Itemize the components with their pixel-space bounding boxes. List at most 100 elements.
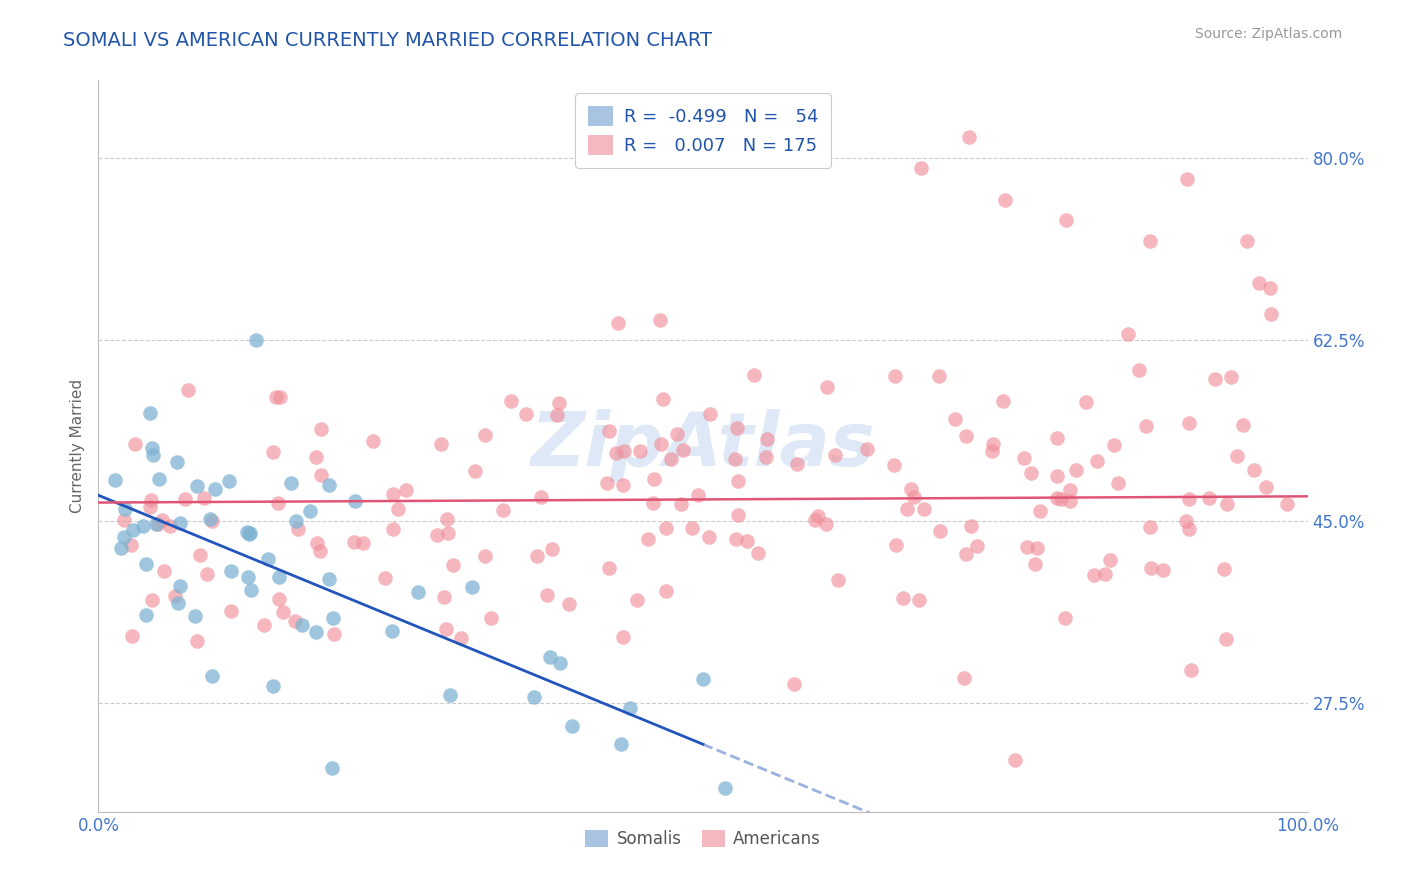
Point xyxy=(724,451,747,466)
Point xyxy=(697,530,720,544)
Point xyxy=(1004,753,1026,767)
Point xyxy=(692,672,714,686)
Point xyxy=(855,442,877,457)
Point xyxy=(201,669,224,683)
Point xyxy=(991,393,1014,408)
Text: Source: ZipAtlas.com: Source: ZipAtlas.com xyxy=(1195,27,1343,41)
Point xyxy=(928,524,950,538)
Point xyxy=(747,546,769,560)
Point xyxy=(1243,462,1265,476)
Point xyxy=(309,544,332,558)
Point xyxy=(238,527,260,541)
Point xyxy=(681,521,703,535)
Point xyxy=(219,604,242,618)
Point xyxy=(1152,563,1174,577)
Point xyxy=(827,573,849,587)
Point xyxy=(374,571,396,585)
Y-axis label: Currently Married: Currently Married xyxy=(69,379,84,513)
Point xyxy=(725,421,748,435)
Point xyxy=(1085,454,1108,468)
Point xyxy=(441,558,464,572)
Point xyxy=(807,508,830,523)
Point xyxy=(536,588,558,602)
Point xyxy=(323,627,346,641)
Point xyxy=(650,313,672,327)
Point xyxy=(612,477,634,491)
Text: SOMALI VS AMERICAN CURRENTLY MARRIED CORRELATION CHART: SOMALI VS AMERICAN CURRENTLY MARRIED COR… xyxy=(63,31,713,50)
Point xyxy=(637,532,659,546)
Point xyxy=(501,393,523,408)
Point xyxy=(193,491,215,506)
Point xyxy=(198,512,221,526)
Point xyxy=(267,591,290,606)
Point xyxy=(665,426,688,441)
Point xyxy=(1180,663,1202,677)
Point xyxy=(957,130,980,145)
Point xyxy=(612,630,634,644)
Point xyxy=(1098,553,1121,567)
Point xyxy=(318,572,340,586)
Point xyxy=(515,407,537,421)
Point xyxy=(219,564,242,578)
Point xyxy=(138,406,160,420)
Point xyxy=(605,446,627,460)
Point xyxy=(655,584,678,599)
Point xyxy=(135,557,157,571)
Point xyxy=(141,441,163,455)
Point xyxy=(186,479,208,493)
Point xyxy=(352,535,374,549)
Point xyxy=(112,513,135,527)
Point xyxy=(980,444,1002,458)
Point xyxy=(240,583,263,598)
Point xyxy=(464,465,486,479)
Point xyxy=(727,508,749,523)
Point xyxy=(166,595,188,609)
Point xyxy=(1139,520,1161,534)
Point xyxy=(159,519,181,533)
Point xyxy=(669,497,692,511)
Point xyxy=(546,408,568,422)
Point xyxy=(1232,418,1254,433)
Point xyxy=(218,475,240,489)
Point xyxy=(755,450,778,465)
Point xyxy=(381,522,404,536)
Point xyxy=(1256,480,1278,494)
Point xyxy=(110,541,132,556)
Point xyxy=(671,443,693,458)
Point xyxy=(1260,307,1282,321)
Point xyxy=(1046,431,1069,445)
Point xyxy=(596,476,619,491)
Point xyxy=(174,491,197,506)
Point xyxy=(550,657,572,671)
Point xyxy=(1012,450,1035,465)
Point xyxy=(1213,562,1236,576)
Point xyxy=(1046,491,1069,505)
Point xyxy=(285,514,308,528)
Point xyxy=(298,504,321,518)
Point xyxy=(804,513,827,527)
Point xyxy=(433,590,456,604)
Point xyxy=(1107,475,1129,490)
Point xyxy=(474,428,496,442)
Point xyxy=(291,617,314,632)
Point xyxy=(883,458,905,472)
Point xyxy=(183,608,205,623)
Point xyxy=(141,593,163,607)
Point xyxy=(1094,566,1116,581)
Point xyxy=(538,650,561,665)
Point xyxy=(201,514,224,528)
Point xyxy=(253,618,276,632)
Point xyxy=(884,538,907,552)
Point xyxy=(699,407,721,421)
Point xyxy=(1198,491,1220,505)
Point xyxy=(256,551,278,566)
Point xyxy=(1220,370,1243,384)
Point xyxy=(558,597,581,611)
Point xyxy=(235,524,257,539)
Point xyxy=(165,589,187,603)
Point xyxy=(815,517,838,532)
Point xyxy=(1059,494,1081,508)
Point xyxy=(361,434,384,448)
Point xyxy=(981,436,1004,450)
Point xyxy=(239,526,262,541)
